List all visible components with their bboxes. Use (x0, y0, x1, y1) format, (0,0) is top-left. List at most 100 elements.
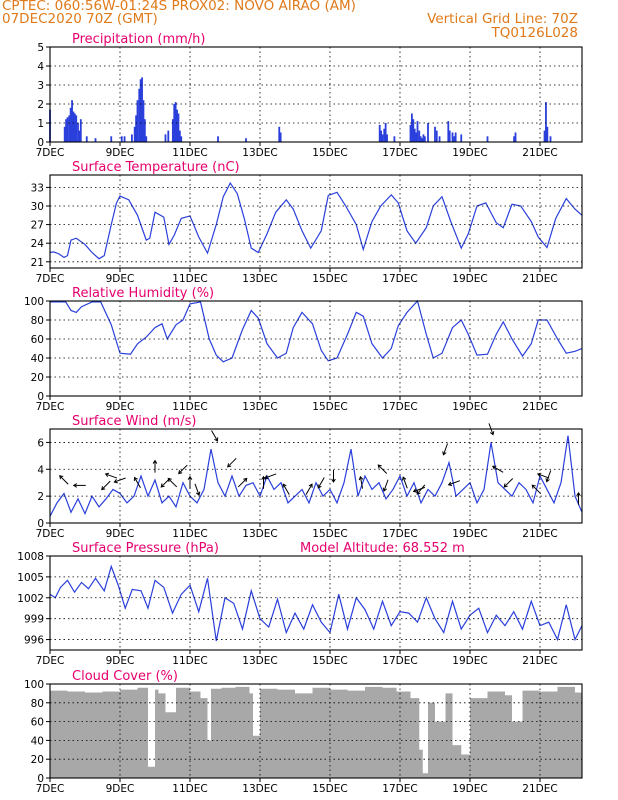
pressure-xtick-label: 15DEC (312, 655, 347, 667)
precip-bar (453, 136, 456, 142)
wind-arrow (237, 478, 248, 488)
precip-ytick-label: 4 (37, 61, 44, 73)
precip-bar (68, 115, 71, 142)
temperature-frame (49, 174, 583, 269)
wind-ytick-label: 2 (37, 491, 44, 503)
precip-bar (416, 121, 419, 142)
precip-bar (413, 128, 416, 142)
wind-arrow (503, 478, 514, 488)
precip-xtick-label: 11DEC (172, 147, 207, 159)
precip-bar (422, 134, 425, 142)
precip-bar (454, 132, 457, 142)
wind-xtick-label: 9DEC (106, 528, 135, 540)
wind-xtick-label: 19DEC (452, 528, 487, 540)
precip-ytick-label: 2 (37, 99, 44, 111)
wind-arrow (194, 483, 200, 496)
precip-bar (178, 130, 181, 142)
precip-xtick-label: 17DEC (382, 147, 417, 159)
wind-arrow (416, 484, 426, 495)
temperature-xtick-label: 9DEC (106, 273, 135, 285)
wind-arrow-head (152, 459, 158, 464)
wind-xtick-label: 17DEC (382, 528, 417, 540)
cloud-xtick-label: 15DEC (312, 783, 347, 795)
cloud-xtick-label: 17DEC (382, 783, 417, 795)
wind-xtick-label: 13DEC (242, 528, 277, 540)
temperature-xtick-label: 7DEC (36, 273, 65, 285)
wind-arrow (264, 473, 277, 479)
pressure-ytick-label: 999 (24, 614, 44, 626)
cloud-ytick-label: 80 (31, 698, 44, 710)
cloud-ytick-label: 20 (31, 754, 44, 766)
wind-frame (49, 428, 583, 524)
humidity-xtick-label: 19DEC (452, 401, 487, 413)
temperature-title: Surface Temperature (nC) (72, 160, 240, 175)
pressure-xtick-label: 9DEC (106, 655, 135, 667)
precip-bar (72, 111, 75, 142)
precip-xtick-label: 15DEC (312, 147, 347, 159)
wind-line (49, 435, 583, 517)
pressure-xtick-label: 19DEC (452, 655, 487, 667)
wind-arrow (359, 476, 364, 489)
precip-bar (460, 134, 463, 142)
precip-bar (451, 132, 454, 142)
wind-arrow-head (72, 483, 77, 488)
precip-bar (94, 138, 97, 142)
wind-arrow-head (195, 491, 201, 496)
pressure-xtick-label: 7DEC (36, 655, 65, 667)
precip-bar (423, 136, 426, 142)
humidity-frame (49, 300, 583, 397)
pressure-annotation: Model Altitude: 68.552 m (300, 541, 465, 556)
wind-arrow-head (416, 490, 421, 495)
precip-bar (415, 132, 417, 142)
wind-arrow-head (261, 475, 266, 480)
humidity-xtick-label: 7DEC (36, 401, 65, 413)
wind-arrow-head (447, 481, 453, 487)
precip-bar (409, 124, 412, 142)
precip-bar (164, 134, 167, 142)
temperature-ytick-label: 30 (31, 201, 44, 213)
temperature-xtick-label: 15DEC (312, 273, 347, 285)
precip-bar (378, 124, 381, 142)
precip-bar (419, 136, 422, 142)
precip-bar (412, 119, 415, 142)
cloud-xtick-label: 21DEC (522, 783, 557, 795)
pressure-ytick-label: 996 (24, 635, 44, 647)
header-model-id: TQ0126L028 (491, 25, 578, 41)
precip-bar (139, 79, 142, 142)
precip-bar (77, 123, 79, 142)
wind-arrow-head (545, 478, 550, 483)
cloud-xtick-label: 11DEC (172, 783, 207, 795)
precip-bar (278, 126, 281, 142)
precip-bar (447, 121, 450, 142)
precip-xtick-label: 21DEC (522, 147, 557, 159)
precip-bar (513, 136, 515, 142)
wind-arrow-head (101, 486, 106, 491)
wind-arrow (101, 480, 111, 490)
precip-bar (418, 130, 421, 142)
precip-bar (486, 136, 489, 142)
precip-bar (427, 123, 429, 142)
precip-bar (514, 132, 517, 142)
cloud-xtick-label: 13DEC (242, 783, 277, 795)
wind-arrow-head (178, 470, 183, 475)
precip-xtick-label: 9DEC (106, 147, 135, 159)
precip-bar (120, 136, 123, 142)
wind-ytick-label: 6 (37, 437, 44, 449)
precip-bar (145, 136, 148, 142)
wind-arrow-head (377, 464, 382, 469)
precip-bar (438, 136, 441, 142)
precip-bar (173, 104, 176, 142)
precip-bar (167, 130, 170, 142)
wind-arrow-head (358, 475, 364, 481)
precip-bar (75, 115, 78, 142)
wind-arrow-head (282, 483, 287, 488)
wind-arrow-head (160, 483, 165, 488)
pressure-xtick-label: 17DEC (382, 655, 417, 667)
humidity-ytick-label: 60 (31, 334, 44, 346)
wind-arrow-head (308, 483, 313, 488)
wind-arrow (488, 423, 494, 435)
wind-arrow (282, 483, 290, 495)
cloud-frame (49, 683, 583, 779)
wind-arrow (377, 464, 388, 474)
precip-bar (78, 130, 81, 142)
